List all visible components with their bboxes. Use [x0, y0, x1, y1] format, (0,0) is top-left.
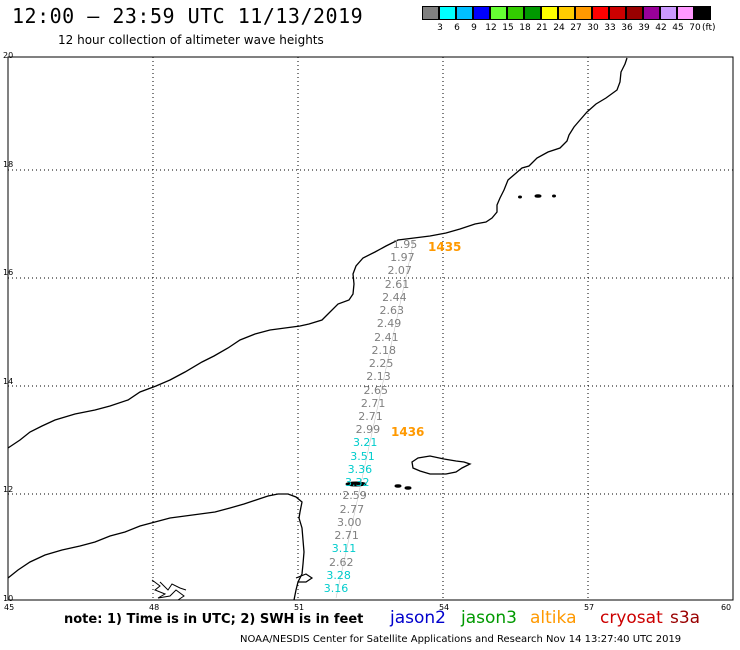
- wave-height-value: 3.16: [323, 582, 349, 595]
- wave-height-value: 3.28: [326, 568, 351, 582]
- legend-jason2: jason2: [390, 608, 446, 628]
- wave-height-value: 3.32: [344, 476, 370, 490]
- wave-height-value: 2.63: [379, 304, 404, 318]
- scale-swatch: [558, 6, 575, 20]
- wave-height-value: 2.49: [376, 317, 402, 331]
- scale-swatch: [507, 6, 524, 20]
- scale-label: 42: [655, 23, 667, 33]
- scale-label: 24: [553, 23, 565, 33]
- wave-height-value: 3.00: [337, 515, 362, 529]
- scale-swatch: [677, 6, 694, 20]
- scale-swatch: [609, 6, 626, 20]
- scale-label: 36: [621, 23, 633, 33]
- socotra-island: [411, 455, 472, 475]
- wave-height-value: 2.71: [360, 396, 386, 410]
- wave-height-value: 1.97: [390, 251, 415, 265]
- scale-label: 18: [519, 23, 531, 33]
- wave-height-value: 2.59: [342, 489, 367, 503]
- legend-cryosat: cryosat: [600, 608, 663, 628]
- map-title: 12:00 — 23:59 UTC 11/13/2019: [12, 4, 364, 28]
- scale-label: 6: [454, 23, 460, 33]
- scale-swatch: [660, 6, 677, 20]
- lat-label: 12: [3, 485, 14, 495]
- scale-swatch: [490, 6, 507, 20]
- lon-label: 48: [148, 603, 160, 612]
- scale-label: 39: [638, 23, 650, 33]
- wave-height-value: 1.95: [392, 238, 418, 251]
- scale-swatch: [592, 6, 609, 20]
- wave-height-value: 3.36: [347, 462, 373, 476]
- grid: [8, 57, 733, 600]
- lon-label: 54: [438, 603, 450, 612]
- wave-height-value: 2.77: [339, 502, 365, 516]
- somali-coastline: [7, 493, 305, 601]
- legend-s3a: s3a: [670, 608, 701, 628]
- lat-label: 14: [3, 376, 14, 386]
- scale-label: 70: [689, 23, 701, 33]
- scale-label: 30: [587, 23, 599, 33]
- scale-unit: (ft): [702, 23, 716, 33]
- scale-label: 12: [485, 23, 497, 33]
- wave-height-value: 3.11: [331, 542, 357, 556]
- lat-label: 18: [3, 159, 14, 169]
- wave-height-value: 2.07: [387, 264, 412, 278]
- scale-label: 33: [604, 23, 616, 33]
- map-border: [7, 56, 734, 601]
- legend-jason3: jason3: [461, 608, 517, 628]
- wave-height-value: 3.51: [350, 449, 375, 463]
- scale-swatch: [473, 6, 490, 20]
- wave-height-value: 2.61: [384, 277, 410, 291]
- scale-swatch: [575, 6, 592, 20]
- scale-swatch: [643, 6, 660, 20]
- pass-label-1435: 1435: [428, 240, 462, 254]
- wave-height-value: 2.65: [363, 383, 389, 397]
- scale-label: 21: [536, 23, 548, 33]
- wave-height-value: 2.99: [355, 423, 381, 437]
- scale-swatch: [422, 6, 439, 20]
- scale-label: 45: [672, 23, 684, 33]
- pass-label-1436: 1436: [391, 425, 425, 439]
- scale-label: 3: [437, 23, 443, 33]
- scale-swatch: [541, 6, 558, 20]
- arabian-coastline: [7, 57, 628, 449]
- wave-height-value: 2.18: [371, 343, 397, 357]
- scale-swatch: [439, 6, 456, 20]
- lon-label: 57: [583, 603, 595, 612]
- scale-label: 27: [570, 23, 582, 33]
- ground-track: [335, 239, 415, 599]
- lat-label: 10: [3, 594, 14, 603]
- lon-label: 51: [293, 603, 305, 612]
- lat-label: 16: [3, 268, 14, 278]
- scale-swatch: [456, 6, 473, 20]
- scale-label: 9: [471, 23, 477, 33]
- note-text: note: 1) Time is in UTC; 2) SWH is in fe…: [64, 612, 364, 627]
- legend-altika: altika: [530, 608, 577, 628]
- lon-label: 60: [720, 603, 732, 612]
- footer-credit: NOAA/NESDIS Center for Satellite Applica…: [240, 634, 682, 645]
- wave-height-value: 2.44: [382, 290, 407, 304]
- wave-height-value: 2.25: [368, 357, 394, 371]
- wave-height-value: 2.62: [329, 555, 354, 569]
- inland-features: [151, 579, 187, 601]
- wave-height-value: 2.71: [334, 529, 359, 543]
- wave-height-value: 2.71: [358, 410, 383, 423]
- scale-swatch: [694, 6, 711, 20]
- map-subtitle: 12 hour collection of altimeter wave hei…: [58, 33, 324, 47]
- wave-height-value: 2.41: [374, 330, 399, 344]
- wave-height-value: 2.13: [366, 370, 391, 384]
- lon-label: 45: [4, 603, 15, 612]
- scale-swatch: [626, 6, 643, 20]
- scale-swatch: [524, 6, 541, 20]
- scale-label: 15: [502, 23, 514, 33]
- lat-label: 20: [3, 51, 14, 60]
- wave-height-value: 3.21: [352, 436, 378, 450]
